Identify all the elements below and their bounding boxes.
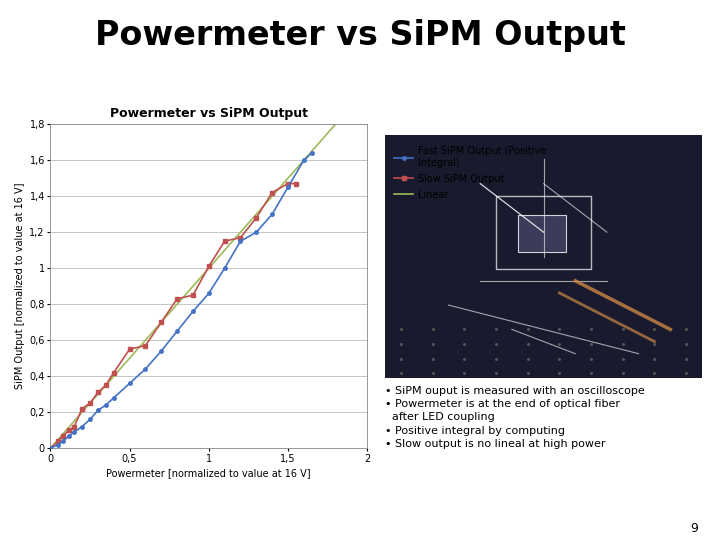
Title: Powermeter vs SiPM Output: Powermeter vs SiPM Output [109,107,307,120]
Fast SiPM Output (Positive
Integral) [86,416,94,423]
Fast SiPM Output (Positive
Integral) [236,238,245,245]
Slow SiPM Output [252,214,261,221]
Slow SiPM Output [102,382,110,388]
Slow SiPM Output [59,433,68,439]
Fast SiPM Output (Positive
Integral) [54,441,63,448]
Slow SiPM Output [204,263,213,269]
Fast SiPM Output (Positive
Integral) [46,445,55,451]
Slow SiPM Output [78,406,86,412]
Slow SiPM Output [173,295,181,302]
Fast SiPM Output (Positive
Integral) [102,402,110,408]
Text: Powermeter vs SiPM Output: Powermeter vs SiPM Output [94,19,626,52]
Slow SiPM Output [284,180,292,187]
Y-axis label: SiPM Output [normalized to value at 16 V]: SiPM Output [normalized to value at 16 V… [15,183,25,389]
Fast SiPM Output (Positive
Integral) [252,229,261,235]
X-axis label: Powermeter [normalized to value at 16 V]: Powermeter [normalized to value at 16 V] [107,468,311,478]
Line: Slow SiPM Output: Slow SiPM Output [49,182,297,450]
Slow SiPM Output [65,427,73,434]
Line: Fast SiPM Output (Positive
Integral): Fast SiPM Output (Positive Integral) [49,151,313,450]
Fast SiPM Output (Positive
Integral) [70,429,78,435]
Slow SiPM Output [292,180,300,187]
Slow SiPM Output [70,423,78,430]
Bar [518,215,566,252]
Legend: Fast SiPM Output (Positive
Integral), Slow SiPM Output, Linear: Fast SiPM Output (Positive Integral), Sl… [390,143,550,204]
Fast SiPM Output (Positive
Integral) [94,407,102,414]
Fast SiPM Output (Positive
Integral) [220,265,229,272]
Fast SiPM Output (Positive
Integral) [78,423,86,430]
Slow SiPM Output [86,400,94,407]
Slow SiPM Output [94,389,102,396]
Fast SiPM Output (Positive
Integral) [59,438,68,444]
Fast SiPM Output (Positive
Integral) [189,308,197,315]
Fast SiPM Output (Positive
Integral) [300,157,308,164]
Fast SiPM Output (Positive
Integral) [268,211,276,218]
Fast SiPM Output (Positive
Integral) [141,366,150,372]
Bar [496,195,591,268]
Slow SiPM Output [236,234,245,241]
Fast SiPM Output (Positive
Integral) [125,380,134,387]
Slow SiPM Output [268,190,276,196]
Slow SiPM Output [141,342,150,349]
Slow SiPM Output [157,319,166,326]
Slow SiPM Output [109,369,118,376]
Fast SiPM Output (Positive
Integral) [204,290,213,296]
Slow SiPM Output [54,438,63,444]
Slow SiPM Output [125,346,134,353]
Fast SiPM Output (Positive
Integral) [109,395,118,401]
Fast SiPM Output (Positive
Integral) [157,348,166,354]
Text: 9: 9 [690,522,698,535]
Fast SiPM Output (Positive
Integral) [65,433,73,439]
Slow SiPM Output [189,292,197,299]
Slow SiPM Output [46,445,55,451]
Fast SiPM Output (Positive
Integral) [284,184,292,191]
Slow SiPM Output [220,238,229,245]
Text: • SiPM ouput is measured with an oscilloscope
• Powermeter is at the end of opti: • SiPM ouput is measured with an oscillo… [385,386,645,449]
Fast SiPM Output (Positive
Integral) [307,150,316,156]
Fast SiPM Output (Positive
Integral) [173,328,181,334]
